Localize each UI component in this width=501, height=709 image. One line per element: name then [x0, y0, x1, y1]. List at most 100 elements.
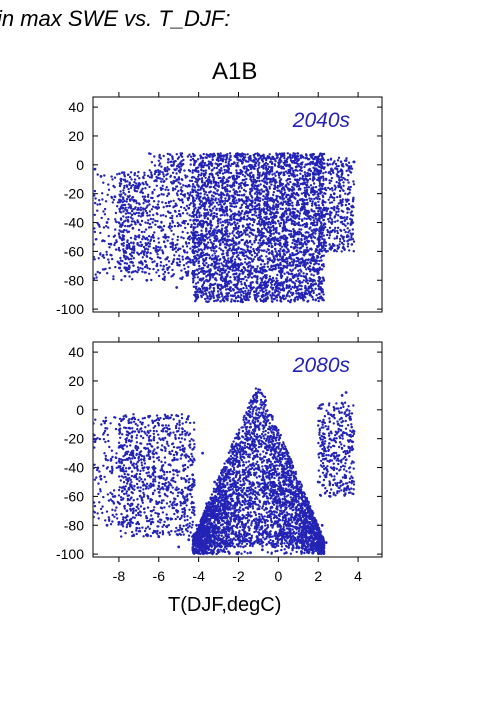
scatter-point [311, 257, 314, 260]
scatter-point [179, 182, 182, 185]
scatter-point [154, 219, 157, 223]
scatter-point [337, 207, 340, 211]
scatter-point [240, 194, 244, 197]
scatter-point [238, 194, 241, 197]
scatter-point [214, 162, 217, 165]
scatter-point [281, 194, 285, 197]
scatter-point [303, 254, 306, 257]
scatter-point [320, 152, 324, 156]
scatter-point [329, 216, 332, 220]
scatter-point [142, 211, 145, 214]
scatter-point [295, 260, 298, 263]
scatter-point [280, 218, 283, 221]
scatter-point [228, 202, 232, 205]
scatter-point [204, 173, 207, 176]
scatter-point [176, 238, 179, 242]
scatter-point [152, 246, 155, 250]
scatter-point [210, 162, 214, 165]
scatter-point [164, 188, 167, 191]
scatter-point [267, 165, 271, 169]
scatter-point [285, 286, 289, 289]
scatter-point [205, 200, 208, 203]
scatter-point [222, 240, 225, 244]
scatter-point [202, 251, 205, 254]
scatter-point [234, 243, 238, 246]
scatter-point [255, 190, 258, 194]
scatter-point [330, 169, 333, 172]
scatter-point [241, 199, 244, 202]
scatter-point [264, 197, 267, 201]
scatter-point [333, 230, 336, 233]
scatter-point [270, 242, 273, 245]
scatter-point [260, 287, 264, 290]
scatter-point [227, 176, 230, 180]
scatter-point [225, 261, 228, 265]
scatter-point [125, 216, 128, 219]
scatter-point [150, 226, 153, 229]
scatter-point [158, 248, 161, 251]
scatter-point [138, 223, 142, 226]
scatter-point [172, 181, 176, 184]
scatter-point [277, 164, 280, 168]
scatter-point [200, 180, 204, 183]
scatter-point [244, 257, 247, 261]
scatter-point [146, 204, 149, 207]
scatter-point [220, 230, 223, 234]
scatter-point [206, 246, 209, 249]
scatter-point [267, 242, 270, 245]
scatter-point [94, 197, 97, 200]
scatter-point [191, 183, 195, 186]
scatter-point [305, 186, 308, 189]
scatter-point [292, 231, 296, 234]
scatter-point [105, 250, 108, 254]
scatter-point [121, 222, 124, 225]
scatter-point [276, 200, 280, 204]
scatter-point [134, 270, 137, 273]
scatter-point [197, 170, 200, 173]
scatter-point [211, 217, 215, 220]
scatter-point [132, 208, 135, 211]
scatter-point [263, 222, 267, 225]
scatter-point [283, 156, 286, 160]
scatter-point [318, 282, 321, 285]
scatter-point [220, 205, 223, 208]
scatter-point [127, 190, 131, 194]
scatter-point [317, 284, 320, 287]
scatter-point [114, 218, 117, 221]
scatter-point [212, 215, 215, 218]
scatter-point [215, 208, 218, 212]
scatter-point [101, 239, 104, 243]
scatter-point [164, 167, 167, 171]
scatter-point [121, 236, 125, 239]
scatter-point [202, 272, 205, 275]
scatter-point [346, 245, 350, 248]
scatter-point [333, 196, 336, 200]
scatter-point [230, 210, 233, 213]
scatter-point [284, 240, 287, 244]
scatter-point [320, 249, 323, 252]
scatter-point [175, 179, 178, 182]
scatter-point [226, 292, 229, 295]
scatter-point [143, 230, 146, 234]
scatter-point [269, 216, 273, 219]
scatter-point [272, 198, 276, 202]
scatter-point [248, 275, 251, 278]
scatter-point [312, 231, 315, 234]
scatter-point [293, 173, 296, 176]
scatter-point [201, 224, 205, 228]
scatter-point [278, 171, 281, 175]
scatter-point [140, 244, 143, 248]
scatter-point [232, 182, 236, 185]
scatter-point [301, 233, 304, 237]
scatter-point [133, 237, 136, 240]
scatter-point [220, 248, 223, 251]
scatter-point [240, 290, 243, 293]
scatter-point [93, 258, 96, 261]
scatter-point [201, 165, 204, 168]
scatter-point [289, 279, 293, 282]
scatter-point [236, 236, 239, 239]
scatter-point [242, 194, 245, 197]
scatter-point [191, 200, 195, 203]
scatter-point [253, 165, 256, 168]
scatter-point [347, 231, 350, 234]
